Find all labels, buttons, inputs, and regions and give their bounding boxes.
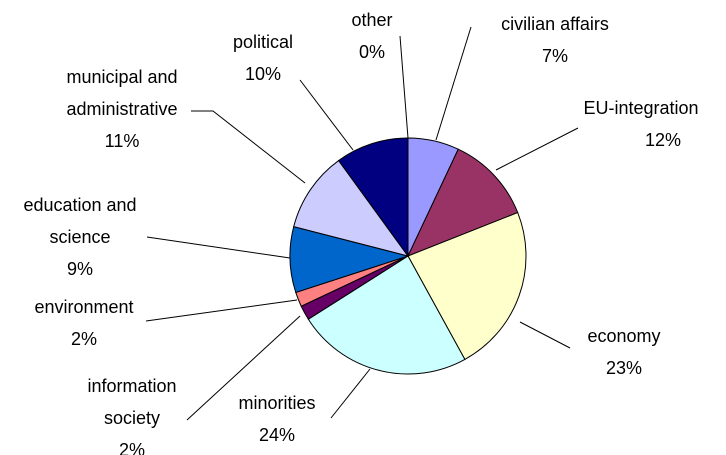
slice-value-label: 2% bbox=[71, 329, 97, 349]
slice-value-label: 11% bbox=[105, 131, 140, 151]
pie-slice-economy bbox=[407, 211, 527, 361]
pie-slice-minorities bbox=[307, 255, 466, 375]
slice-value-label: 9% bbox=[67, 259, 93, 279]
slice-name-label: administrative bbox=[66, 99, 177, 119]
slice-name-label: civilian affairs bbox=[501, 14, 609, 34]
slice-value-label: 2% bbox=[119, 440, 145, 455]
slice-name-label: science bbox=[49, 227, 110, 247]
slice-value-label: 10% bbox=[245, 64, 281, 84]
slice-value-label: 23% bbox=[606, 358, 642, 378]
leader-line bbox=[399, 35, 409, 139]
slice-name-label: society bbox=[104, 408, 160, 428]
leader-line bbox=[519, 321, 571, 349]
leader-line bbox=[495, 127, 579, 171]
slice-name-label: political bbox=[233, 32, 293, 52]
leader-line bbox=[146, 236, 291, 259]
slice-value-label: 12% bbox=[645, 130, 681, 150]
pie-slices bbox=[289, 137, 527, 375]
slice-name-label: education and bbox=[23, 195, 136, 215]
slice-name-label: other bbox=[351, 10, 392, 30]
leader-line bbox=[191, 110, 306, 184]
leader-line bbox=[435, 26, 472, 141]
leader-line bbox=[186, 315, 301, 421]
slice-name-label: information bbox=[87, 376, 176, 396]
slice-name-label: minorities bbox=[238, 393, 315, 413]
pie-slice-political bbox=[337, 137, 409, 258]
slice-name-label: municipal and bbox=[66, 67, 177, 87]
leader-line bbox=[330, 368, 371, 419]
leader-line bbox=[299, 79, 354, 151]
slice-labels: civilian affairs 7% EU-integration 12% econo… bbox=[23, 10, 698, 455]
leader-lines bbox=[145, 26, 579, 421]
pie-slice-eu-integration bbox=[407, 148, 519, 257]
slice-name-label: economy bbox=[587, 326, 660, 346]
slice-value-label: 24% bbox=[259, 425, 295, 445]
pie-slice-municipal-and-administrative bbox=[293, 159, 410, 257]
leader-line bbox=[145, 299, 298, 322]
slice-name-label: environment bbox=[34, 297, 133, 317]
slice-value-label: 0% bbox=[359, 42, 385, 62]
slice-value-label: 7% bbox=[542, 46, 568, 66]
slice-name-label: EU-integration bbox=[583, 98, 698, 118]
